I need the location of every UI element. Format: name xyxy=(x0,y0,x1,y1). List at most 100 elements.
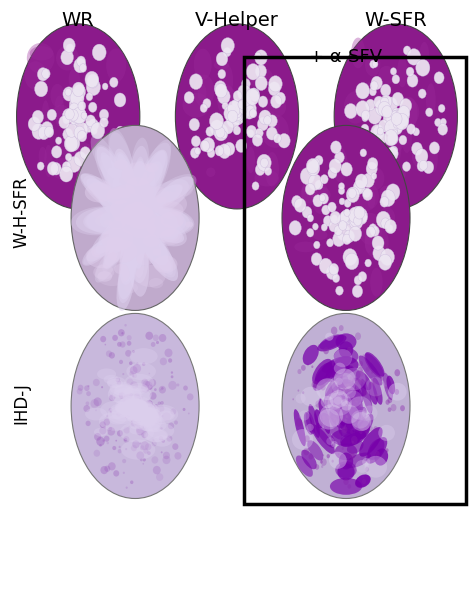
Ellipse shape xyxy=(145,400,153,409)
Ellipse shape xyxy=(32,124,46,139)
Ellipse shape xyxy=(132,350,135,353)
Ellipse shape xyxy=(72,112,82,124)
Ellipse shape xyxy=(66,44,74,53)
Ellipse shape xyxy=(117,154,130,187)
Ellipse shape xyxy=(125,177,150,195)
Ellipse shape xyxy=(220,131,227,139)
Ellipse shape xyxy=(319,334,344,349)
Ellipse shape xyxy=(123,208,165,229)
Ellipse shape xyxy=(383,150,390,160)
Ellipse shape xyxy=(329,389,359,405)
Ellipse shape xyxy=(337,395,355,417)
Ellipse shape xyxy=(124,187,146,256)
Ellipse shape xyxy=(329,159,341,173)
Ellipse shape xyxy=(320,460,323,464)
Ellipse shape xyxy=(134,150,168,211)
Ellipse shape xyxy=(361,378,373,414)
Ellipse shape xyxy=(125,414,129,418)
Ellipse shape xyxy=(129,421,144,429)
Ellipse shape xyxy=(406,67,414,76)
Ellipse shape xyxy=(337,433,341,438)
Ellipse shape xyxy=(110,404,128,414)
Ellipse shape xyxy=(157,402,161,405)
Text: + α-SFV: + α-SFV xyxy=(310,48,383,66)
Ellipse shape xyxy=(63,116,70,124)
Ellipse shape xyxy=(122,398,148,414)
Ellipse shape xyxy=(105,235,129,253)
Ellipse shape xyxy=(122,399,127,403)
Ellipse shape xyxy=(119,177,128,183)
Ellipse shape xyxy=(116,378,120,383)
Ellipse shape xyxy=(121,210,155,227)
Ellipse shape xyxy=(370,359,372,362)
Ellipse shape xyxy=(345,407,367,434)
Ellipse shape xyxy=(105,344,106,346)
Ellipse shape xyxy=(388,133,398,145)
Ellipse shape xyxy=(131,193,141,224)
Ellipse shape xyxy=(63,128,73,140)
Ellipse shape xyxy=(301,387,320,406)
Ellipse shape xyxy=(83,153,96,169)
Ellipse shape xyxy=(188,413,190,414)
Ellipse shape xyxy=(121,401,127,407)
Ellipse shape xyxy=(367,439,384,460)
Ellipse shape xyxy=(368,163,375,172)
Ellipse shape xyxy=(356,378,362,385)
Ellipse shape xyxy=(348,188,356,198)
Ellipse shape xyxy=(316,378,339,400)
Ellipse shape xyxy=(380,196,389,207)
Ellipse shape xyxy=(76,207,130,234)
Ellipse shape xyxy=(342,426,347,433)
Ellipse shape xyxy=(349,226,362,241)
Ellipse shape xyxy=(191,136,201,147)
Ellipse shape xyxy=(59,116,70,128)
Ellipse shape xyxy=(322,356,351,373)
Ellipse shape xyxy=(100,152,118,179)
Ellipse shape xyxy=(400,99,412,113)
Ellipse shape xyxy=(365,53,380,76)
Ellipse shape xyxy=(123,404,147,417)
Ellipse shape xyxy=(371,371,373,374)
Ellipse shape xyxy=(103,235,128,269)
Ellipse shape xyxy=(99,444,102,447)
Ellipse shape xyxy=(109,151,120,164)
Ellipse shape xyxy=(80,64,87,72)
Ellipse shape xyxy=(327,401,331,407)
Ellipse shape xyxy=(379,383,381,385)
Ellipse shape xyxy=(392,129,398,136)
Ellipse shape xyxy=(158,405,164,412)
Ellipse shape xyxy=(319,259,332,274)
Ellipse shape xyxy=(109,427,112,430)
Ellipse shape xyxy=(176,383,179,386)
Ellipse shape xyxy=(311,253,322,266)
Ellipse shape xyxy=(336,423,337,426)
Ellipse shape xyxy=(317,335,346,352)
Ellipse shape xyxy=(239,105,247,114)
Text: WR: WR xyxy=(62,11,95,30)
Ellipse shape xyxy=(358,367,363,373)
Ellipse shape xyxy=(334,418,336,420)
Ellipse shape xyxy=(73,107,86,124)
Ellipse shape xyxy=(104,243,122,268)
Ellipse shape xyxy=(358,361,363,367)
Ellipse shape xyxy=(340,416,360,430)
Ellipse shape xyxy=(134,393,140,399)
Ellipse shape xyxy=(331,460,334,463)
Ellipse shape xyxy=(195,147,201,155)
Ellipse shape xyxy=(200,104,207,112)
Ellipse shape xyxy=(370,60,376,68)
Ellipse shape xyxy=(71,93,77,100)
Ellipse shape xyxy=(362,355,365,358)
Ellipse shape xyxy=(332,381,352,395)
Ellipse shape xyxy=(113,210,129,222)
Ellipse shape xyxy=(359,430,363,434)
Ellipse shape xyxy=(340,211,349,223)
Ellipse shape xyxy=(233,110,242,121)
Ellipse shape xyxy=(317,260,337,270)
Ellipse shape xyxy=(118,396,153,416)
Ellipse shape xyxy=(143,235,160,247)
Ellipse shape xyxy=(118,446,121,448)
Ellipse shape xyxy=(95,145,134,207)
Ellipse shape xyxy=(309,404,320,438)
Ellipse shape xyxy=(160,389,162,390)
